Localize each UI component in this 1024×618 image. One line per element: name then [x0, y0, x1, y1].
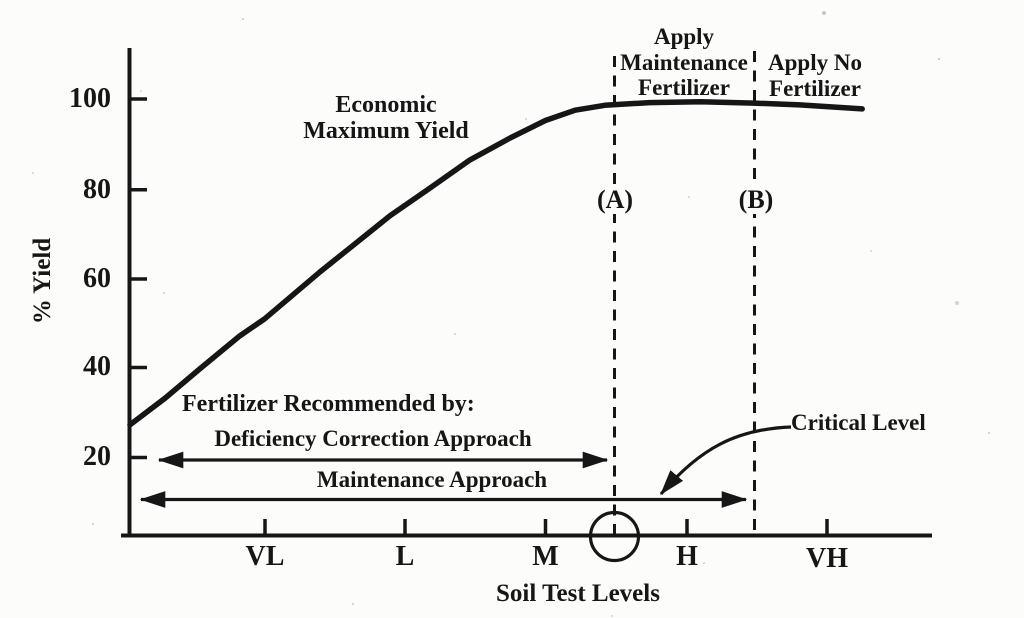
x-tick-label-m: M: [532, 541, 559, 572]
x-axis-title: Soil Test Levels: [496, 580, 660, 607]
apply-maintenance-fertilizer-label: Apply Maintenance Fertilizer: [599, 24, 769, 101]
y-axis-ticks: [129, 97, 147, 460]
apply-maintenance-line3: Fertilizer: [638, 75, 730, 100]
maintenance-approach-label: Maintenance Approach: [316, 467, 548, 492]
x-tick-label-l: L: [395, 541, 415, 572]
x-tick-label-vh: VH: [806, 543, 848, 574]
deficiency-correction-approach-label: Deficiency Correction Approach: [214, 426, 532, 451]
y-tick-label-80: 80: [83, 174, 111, 205]
critical-level-label: Critical Level: [791, 410, 926, 435]
reference-line-b-label: (B): [718, 186, 794, 214]
x-tick-label-h: H: [676, 541, 698, 572]
yield-response-curve: [127, 98, 865, 428]
critical-level-leader-arrow: [659, 425, 792, 496]
apply-no-fertilizer-label: Apply No Fertilizer: [752, 50, 878, 101]
critical-level-circle: [588, 510, 641, 563]
reference-line-a-label: (A): [577, 186, 653, 214]
economic-maximum-yield-label: Economic Maximum Yield: [271, 92, 501, 144]
apply-no-line2: Fertilizer: [769, 75, 861, 101]
apply-no-line1: Apply No: [768, 50, 862, 75]
fertilizer-recommended-by-label: Fertilizer Recommended by:: [182, 391, 475, 417]
apply-maintenance-line1: Apply: [653, 24, 715, 49]
y-axis-title: % Yield: [29, 237, 56, 325]
x-tick-label-vl: VL: [245, 541, 285, 572]
x-axis-ticks: [263, 519, 829, 535]
y-tick-label-100: 100: [69, 83, 111, 114]
economic-maximum-yield-line2: Maximum Yield: [303, 118, 469, 144]
y-tick-label-40: 40: [83, 351, 111, 382]
apply-maintenance-line2: Maintenance: [620, 49, 748, 75]
y-tick-label-60: 60: [83, 263, 111, 294]
y-tick-label-20: 20: [83, 441, 111, 472]
economic-maximum-yield-line1: Economic: [335, 92, 437, 118]
